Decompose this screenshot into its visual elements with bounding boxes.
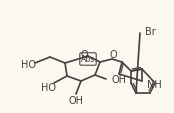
Text: O: O [80, 50, 88, 59]
Text: OH: OH [69, 95, 84, 105]
Text: OH: OH [111, 74, 126, 84]
Text: Abs: Abs [81, 55, 95, 64]
Text: HO: HO [21, 59, 35, 69]
Text: Br: Br [145, 27, 156, 37]
Text: HO: HO [41, 82, 56, 92]
Text: NH: NH [147, 79, 162, 89]
FancyBboxPatch shape [80, 53, 96, 66]
Text: O: O [109, 50, 117, 59]
